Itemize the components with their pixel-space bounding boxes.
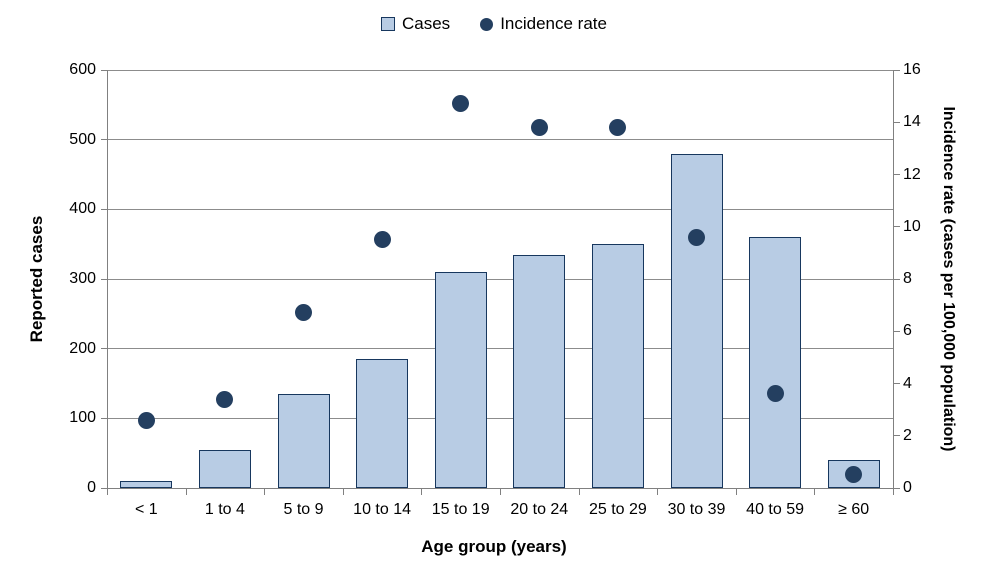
bar [513, 254, 566, 488]
gridline [107, 139, 893, 141]
incidence-dot [845, 466, 863, 484]
y-left-tick [101, 487, 107, 489]
y-left-tick [101, 208, 107, 210]
x-tick-label: 15 to 19 [431, 501, 490, 518]
bar [120, 481, 173, 488]
x-axis-tick [185, 489, 187, 495]
incidence-dot [373, 231, 391, 249]
bar [198, 449, 251, 488]
x-axis-tick [421, 489, 423, 495]
y-right-tick-label: 6 [903, 322, 912, 340]
legend-item-cases: Cases [381, 14, 450, 34]
bar [749, 237, 802, 488]
x-tick-label: 40 to 59 [746, 501, 804, 518]
y-left-tick [101, 139, 107, 141]
y-axis-left-line [107, 70, 108, 489]
gridline [107, 208, 893, 210]
y-left-tick [101, 348, 107, 350]
x-axis-tick [735, 489, 737, 495]
legend-label-cases: Cases [402, 14, 451, 33]
x-tick-label: 30 to 39 [667, 501, 726, 518]
x-axis-tick [578, 489, 580, 495]
cases-swatch-icon [381, 17, 395, 31]
x-tick-label: 1 to 4 [204, 501, 245, 518]
y-right-tick [894, 487, 900, 489]
gridline [107, 348, 893, 350]
x-tick-label: 20 to 24 [510, 501, 569, 518]
y-left-tick [101, 69, 107, 71]
bar [356, 359, 409, 488]
x-axis-tick [814, 489, 816, 495]
y-right-tick [894, 383, 900, 384]
y-left-tick-label: 600 [69, 61, 96, 78]
x-tick-label: < 1 [134, 501, 158, 518]
gridline [107, 417, 893, 419]
y-right-tick-label: 4 [903, 374, 912, 392]
x-axis-tick [107, 489, 108, 495]
y-axis-title-right: Incidence rate (cases per 100,000 popula… [940, 106, 957, 452]
incidence-dot [609, 118, 627, 136]
y-right-tick [894, 435, 900, 437]
y-right-tick-label: 16 [903, 61, 921, 78]
x-axis-line [107, 488, 894, 489]
y-axis-title-left: Reported cases [27, 215, 46, 343]
legend-label-incidence-rate: Incidence rate [500, 14, 607, 33]
y-left-tick-label: 200 [69, 339, 96, 357]
y-right-tick [894, 278, 900, 280]
incidence-dot [295, 304, 312, 322]
x-axis-tick [264, 489, 266, 495]
y-left-tick-label: 0 [87, 479, 96, 496]
y-right-tick [894, 330, 900, 332]
y-right-tick-label: 8 [903, 270, 912, 287]
gridline [107, 69, 893, 71]
y-left-tick [101, 278, 107, 280]
y-left-tick-label: 400 [69, 200, 96, 218]
legend-item-incidence-rate: Incidence rate [480, 14, 607, 34]
y-right-tick [894, 69, 900, 71]
bar [277, 393, 330, 488]
y-left-tick-label: 100 [69, 409, 96, 427]
incidence-dot [137, 411, 155, 429]
y-left-tick-label: 500 [69, 130, 96, 148]
bar [591, 244, 644, 488]
y-right-tick-label: 2 [903, 426, 912, 444]
incidence-dot [452, 95, 470, 113]
x-tick-label: ≥ 60 [838, 501, 870, 518]
y-left-tick-label: 300 [69, 270, 96, 287]
y-right-tick-label: 14 [903, 113, 921, 131]
y-right-tick-label: 10 [903, 217, 921, 235]
bar [434, 272, 487, 488]
y-right-tick-label: 12 [903, 165, 921, 183]
y-left-tick [101, 417, 107, 419]
y-right-tick [894, 121, 900, 123]
x-axis-tick [342, 489, 344, 495]
y-right-tick [894, 174, 900, 175]
incidence-dot [530, 118, 548, 136]
x-axis-tick [893, 489, 894, 495]
y-right-tick [894, 226, 900, 228]
incidence-dot [766, 385, 784, 403]
legend: Cases Incidence rate [0, 14, 988, 34]
x-tick-label: 10 to 14 [353, 501, 411, 518]
gridline [107, 278, 893, 280]
x-axis-tick [500, 489, 501, 495]
y-right-tick-label: 0 [903, 479, 912, 496]
x-tick-label: 25 to 29 [588, 501, 647, 518]
incidence-rate-swatch-icon [480, 17, 494, 31]
x-axis-tick [657, 489, 659, 495]
bar [670, 153, 723, 488]
x-axis-title: Age group (years) [421, 537, 567, 556]
y-axis-right-line [893, 70, 894, 489]
incidence-dot [216, 390, 234, 408]
x-tick-label: 5 to 9 [283, 501, 324, 518]
incidence-dot [688, 228, 705, 246]
